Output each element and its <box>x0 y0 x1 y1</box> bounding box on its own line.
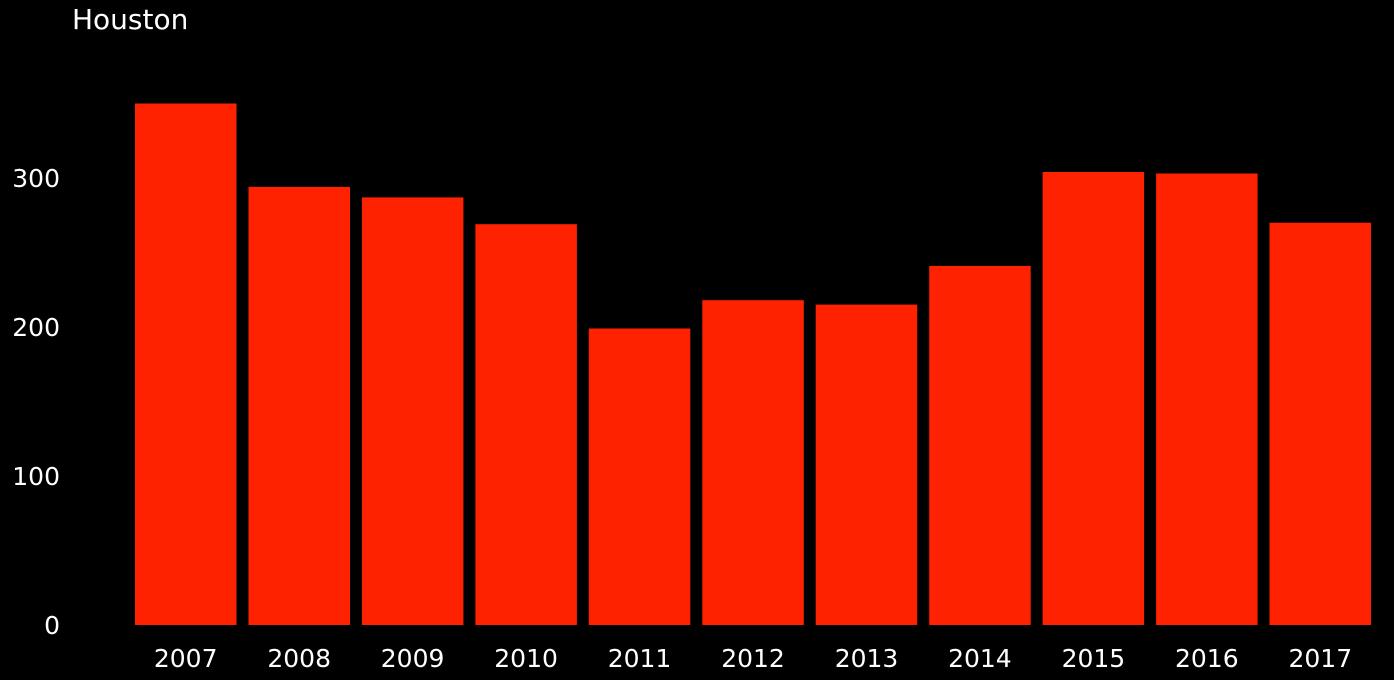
bar-2017 <box>1269 222 1371 625</box>
bar-2008 <box>248 186 350 625</box>
x-axis: 2007 2008 2009 2010 2011 2012 2013 2014 2015 2016… <box>154 644 1352 673</box>
x-tick-label: 2010 <box>494 644 558 673</box>
bars-group <box>135 103 1371 625</box>
x-tick-label: 2014 <box>948 644 1012 673</box>
x-tick-label: 2013 <box>835 644 899 673</box>
bar-2012 <box>702 300 804 625</box>
y-tick-label: 0 <box>44 611 60 640</box>
bar-2010 <box>475 224 577 625</box>
x-tick-label: 2012 <box>721 644 785 673</box>
y-tick-label: 300 <box>12 164 60 193</box>
bar-2016 <box>1156 173 1258 625</box>
bar-2009 <box>361 197 464 625</box>
x-tick-label: 2017 <box>1288 644 1352 673</box>
x-tick-label: 2008 <box>267 644 331 673</box>
y-axis: 0 100 200 300 <box>12 164 60 640</box>
x-tick-label: 2016 <box>1175 644 1239 673</box>
chart-title: Houston <box>72 3 188 36</box>
x-tick-label: 2015 <box>1062 644 1126 673</box>
y-tick-label: 200 <box>12 313 60 342</box>
x-tick-label: 2009 <box>381 644 445 673</box>
y-tick-label: 100 <box>12 462 60 491</box>
bar-2007 <box>135 103 237 625</box>
bar-2015 <box>1042 172 1145 625</box>
bar-2014 <box>929 265 1031 625</box>
x-tick-label: 2007 <box>154 644 218 673</box>
bar-2013 <box>815 304 918 625</box>
x-tick-label: 2011 <box>608 644 672 673</box>
bar-2011 <box>588 328 691 625</box>
